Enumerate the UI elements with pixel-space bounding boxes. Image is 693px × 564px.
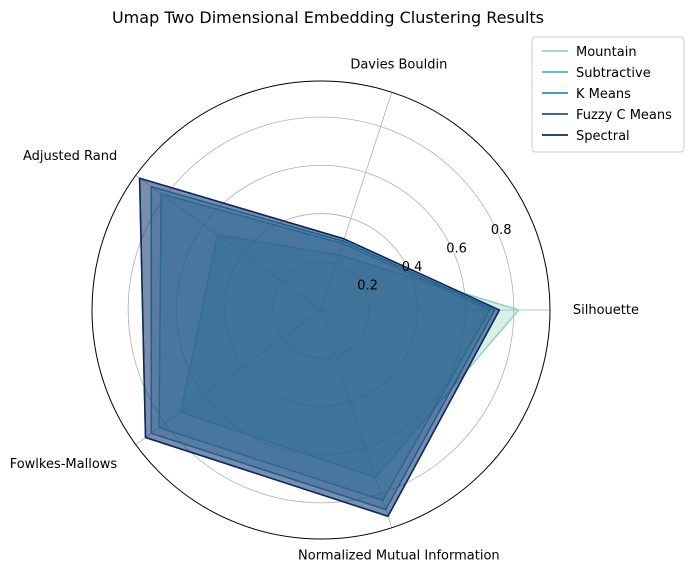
series-line-3: [150, 185, 496, 511]
series-layer: [138, 177, 520, 518]
series-line-2: [158, 193, 491, 502]
r-tick-label-4: 0.8: [491, 223, 512, 238]
series-fill-2: [159, 193, 490, 501]
legend-label-4: Fuzzy C Means: [576, 108, 672, 123]
series-line-1: [179, 234, 520, 479]
legend-label-5: Spectral: [576, 129, 630, 144]
spoke-4: [135, 309, 322, 445]
chart-title: Umap Two Dimensional Embedding Clusterin…: [112, 8, 544, 27]
r-tick-label-1: 0.2: [357, 279, 378, 294]
legend: Mountain Subtractive K Means Fuzzy C Means S…: [531, 36, 685, 153]
axis-label-4: Fowlkes-Mallows: [10, 457, 118, 472]
series-line-5: [138, 177, 501, 518]
r-tick-label-2: 0.4: [402, 260, 423, 275]
legend-label-3: K Means: [576, 87, 631, 102]
axis-label-2: Davies Bouldin: [350, 57, 447, 72]
r-tick-label-3: 0.6: [446, 242, 467, 257]
outer-frame: [91, 80, 551, 540]
axis-label-5: Normalized Mutual Information: [298, 549, 500, 564]
series-5: [138, 177, 501, 518]
axis-label-3: Adjusted Rand: [23, 149, 117, 164]
legend-label-2: Subtractive: [576, 66, 651, 81]
radar-labels: 0.2 0.4 0.6 0.8 Silhouette Davies Bouldin Adju…: [10, 57, 639, 563]
spoke-5: [320, 309, 393, 528]
legend-box: [531, 36, 685, 153]
series-2: [158, 193, 491, 502]
spoke-3: [135, 175, 322, 311]
series-fill-3: [151, 186, 495, 510]
series-fill-1: [180, 234, 519, 478]
series-1: [179, 234, 520, 479]
legend-label-1: Mountain: [576, 45, 637, 60]
axis-label-1: Silhouette: [573, 303, 639, 318]
series-3: [150, 185, 496, 511]
series-fill-4: [139, 178, 500, 517]
spoke-2: [320, 92, 393, 311]
series-fill-5: [139, 178, 500, 517]
radar-grid: [91, 80, 551, 540]
